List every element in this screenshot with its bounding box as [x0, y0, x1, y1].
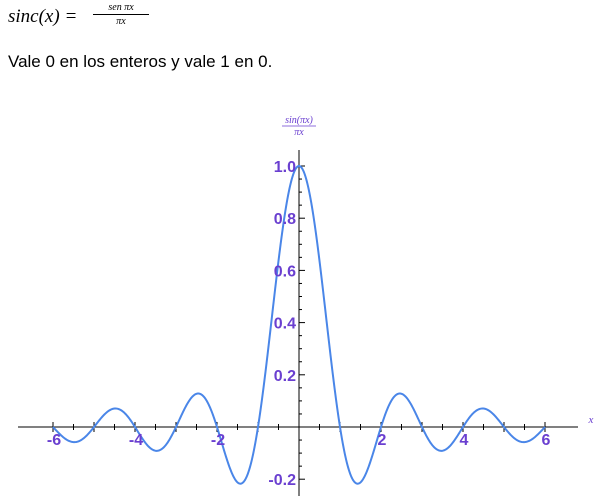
y-tick-label: 0.4 — [274, 316, 296, 333]
x-axis-label: x — [588, 414, 594, 426]
x-tick-label: -2 — [211, 432, 225, 449]
x-tick-label: -6 — [47, 432, 61, 449]
formula-numerator: sen πx — [93, 2, 149, 15]
formula-denominator: πx — [116, 16, 126, 27]
y-tick-label: 0.2 — [274, 368, 296, 385]
y-axis-label-numerator: sin(πx) — [285, 115, 313, 126]
y-axis-label-denominator: πx — [294, 127, 304, 138]
formula-lhs: sinc(x) = — [8, 6, 78, 27]
y-tick-label: 1.0 — [274, 159, 296, 176]
x-tick-label: 4 — [460, 432, 469, 449]
y-tick-label: 0.8 — [274, 211, 296, 228]
sinc-series-line — [52, 164, 546, 485]
y-tick-label: -0.2 — [268, 472, 296, 489]
y-tick-label: 0.6 — [274, 263, 296, 280]
x-tick-label: 6 — [542, 432, 551, 449]
formula-fraction: sen πx πx — [93, 2, 149, 27]
subtitle-text: Vale 0 en los enteros y vale 1 en 0. — [8, 52, 273, 71]
x-tick-label: 2 — [378, 432, 387, 449]
x-tick-label: -4 — [129, 432, 143, 449]
